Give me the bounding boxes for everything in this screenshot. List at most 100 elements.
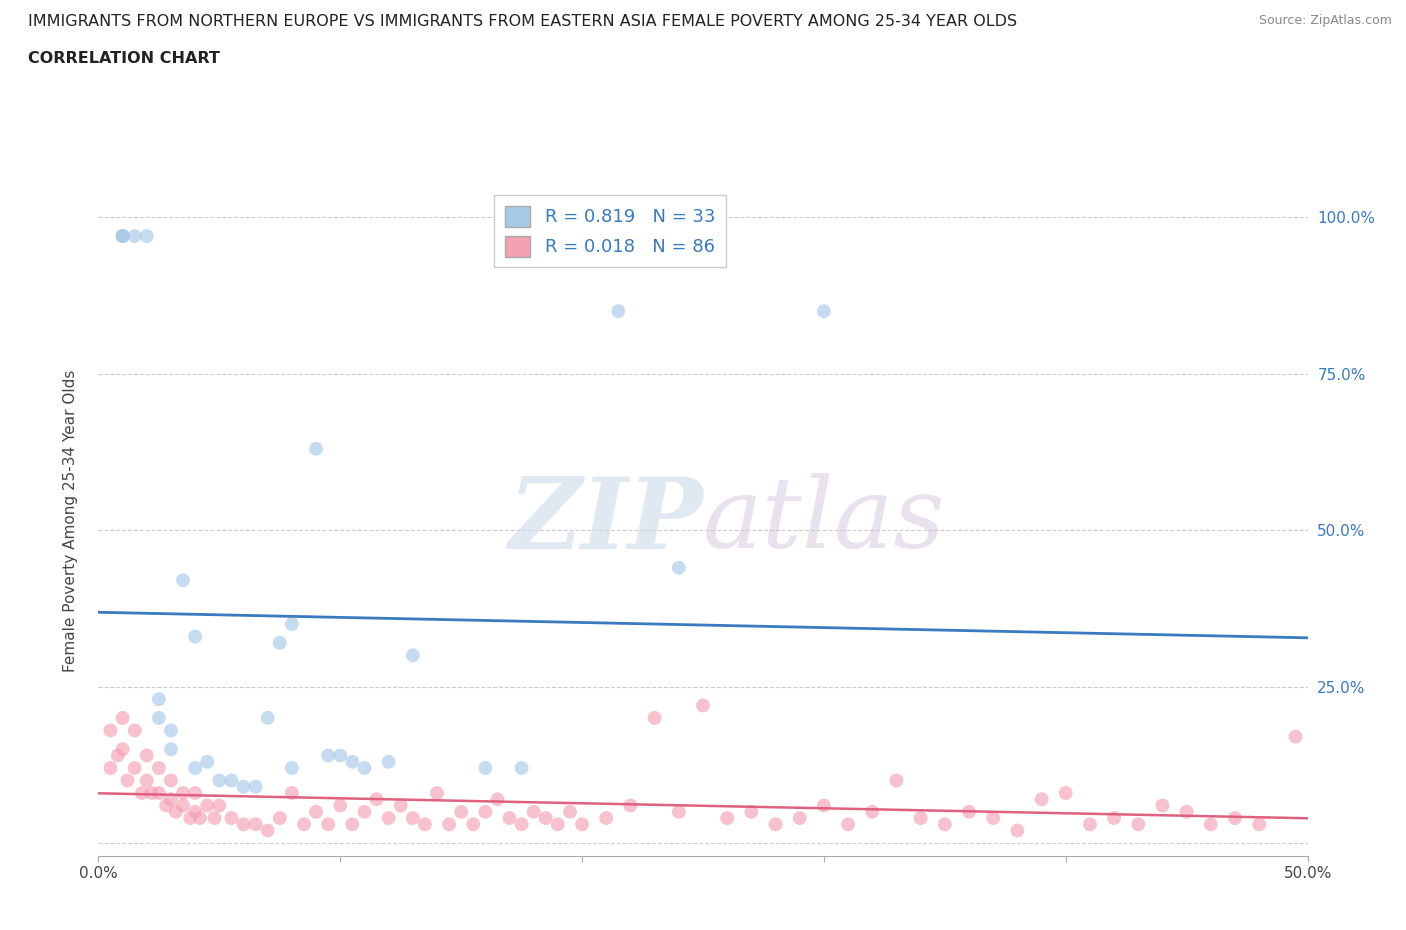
Point — [510, 761, 533, 776]
Point — [498, 811, 520, 826]
Point — [571, 817, 593, 831]
Point — [329, 798, 352, 813]
Point — [148, 761, 170, 776]
Text: IMMIGRANTS FROM NORTHERN EUROPE VS IMMIGRANTS FROM EASTERN ASIA FEMALE POVERTY A: IMMIGRANTS FROM NORTHERN EUROPE VS IMMIG… — [28, 14, 1018, 29]
Point — [148, 711, 170, 725]
Point — [221, 811, 243, 826]
Point — [474, 761, 496, 776]
Point — [124, 761, 146, 776]
Point — [100, 761, 122, 776]
Point — [165, 804, 187, 819]
Point — [716, 811, 738, 826]
Point — [195, 798, 218, 813]
Point — [1054, 786, 1077, 801]
Point — [1031, 791, 1053, 806]
Point — [131, 786, 153, 801]
Point — [160, 773, 183, 788]
Point — [1199, 817, 1222, 831]
Point — [377, 811, 399, 826]
Point — [765, 817, 787, 831]
Point — [342, 817, 364, 831]
Text: ZIP: ZIP — [508, 472, 703, 569]
Point — [195, 754, 218, 769]
Point — [1152, 798, 1174, 813]
Point — [934, 817, 956, 831]
Point — [148, 786, 170, 801]
Point — [413, 817, 436, 831]
Point — [789, 811, 811, 826]
Point — [547, 817, 569, 831]
Legend: Immigrants from Northern Europe, Immigrants from Eastern Asia: Immigrants from Northern Europe, Immigra… — [408, 923, 998, 930]
Point — [981, 811, 1004, 826]
Point — [208, 773, 231, 788]
Point — [111, 229, 134, 244]
Point — [111, 711, 134, 725]
Point — [402, 648, 425, 663]
Point — [342, 754, 364, 769]
Point — [184, 804, 207, 819]
Point — [124, 723, 146, 737]
Point — [135, 229, 157, 244]
Text: CORRELATION CHART: CORRELATION CHART — [28, 51, 219, 66]
Point — [188, 811, 211, 826]
Point — [245, 817, 267, 831]
Point — [160, 723, 183, 737]
Point — [860, 804, 883, 819]
Point — [668, 804, 690, 819]
Point — [910, 811, 932, 826]
Point — [1223, 811, 1246, 826]
Point — [1128, 817, 1150, 831]
Point — [148, 692, 170, 707]
Point — [607, 304, 630, 319]
Point — [426, 786, 449, 801]
Point — [523, 804, 546, 819]
Point — [107, 748, 129, 763]
Point — [510, 817, 533, 831]
Point — [111, 229, 134, 244]
Point — [141, 786, 163, 801]
Point — [474, 804, 496, 819]
Point — [292, 817, 315, 831]
Point — [1175, 804, 1198, 819]
Point — [377, 754, 399, 769]
Point — [269, 811, 291, 826]
Point — [208, 798, 231, 813]
Point — [1078, 817, 1101, 831]
Point — [100, 723, 122, 737]
Point — [437, 817, 460, 831]
Point — [1284, 729, 1306, 744]
Point — [172, 573, 194, 588]
Text: Source: ZipAtlas.com: Source: ZipAtlas.com — [1258, 14, 1392, 27]
Point — [595, 811, 617, 826]
Point — [619, 798, 641, 813]
Point — [644, 711, 666, 725]
Point — [184, 786, 207, 801]
Point — [117, 773, 139, 788]
Point — [269, 635, 291, 650]
Point — [305, 442, 328, 457]
Point — [353, 804, 375, 819]
Point — [160, 742, 183, 757]
Point — [172, 786, 194, 801]
Point — [281, 617, 304, 631]
Point — [329, 748, 352, 763]
Point — [316, 748, 339, 763]
Point — [1102, 811, 1125, 826]
Point — [179, 811, 201, 826]
Point — [486, 791, 509, 806]
Point — [668, 560, 690, 575]
Point — [135, 748, 157, 763]
Point — [957, 804, 980, 819]
Point — [111, 229, 134, 244]
Point — [184, 629, 207, 644]
Point — [232, 779, 254, 794]
Point — [281, 761, 304, 776]
Point — [402, 811, 425, 826]
Y-axis label: Female Poverty Among 25-34 Year Olds: Female Poverty Among 25-34 Year Olds — [63, 369, 77, 672]
Point — [692, 698, 714, 713]
Point — [124, 229, 146, 244]
Text: atlas: atlas — [703, 473, 946, 568]
Point — [172, 798, 194, 813]
Point — [366, 791, 388, 806]
Point — [160, 791, 183, 806]
